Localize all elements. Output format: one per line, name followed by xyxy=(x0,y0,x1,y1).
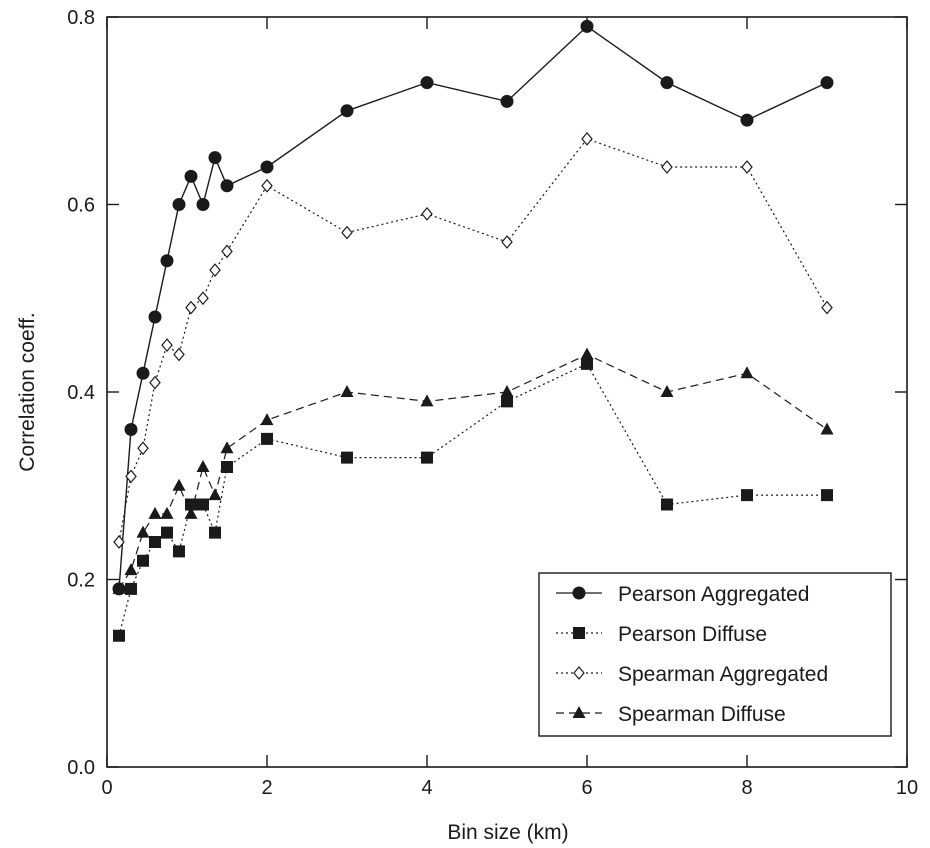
data-point-spearman-diffuse xyxy=(420,394,434,407)
x-tick-label: 8 xyxy=(741,777,752,799)
data-point-pearson-aggregated xyxy=(340,104,354,118)
data-point-pearson-aggregated xyxy=(148,310,162,324)
data-point-spearman-diffuse xyxy=(112,581,126,594)
legend-label: Pearson Aggregated xyxy=(618,583,809,606)
data-point-pearson-aggregated xyxy=(184,169,198,183)
y-tick-label: 0.8 xyxy=(67,7,95,29)
data-point-spearman-diffuse xyxy=(184,506,198,519)
data-point-spearman-aggregated xyxy=(161,338,173,353)
legend-label: Spearman Aggregated xyxy=(618,663,828,686)
y-tick-label: 0.2 xyxy=(67,570,95,592)
data-point-pearson-diffuse xyxy=(221,461,233,473)
legend-marker xyxy=(572,706,586,718)
data-point-spearman-diffuse xyxy=(124,563,138,576)
legend: Pearson Aggregated Pearson Diffuse Spearma… xyxy=(538,572,892,737)
data-point-pearson-aggregated xyxy=(208,151,222,165)
x-tick-label: 6 xyxy=(581,777,592,799)
data-point-spearman-aggregated xyxy=(421,206,433,221)
x-axis-title: Bin size (km) xyxy=(447,821,568,844)
data-point-pearson-aggregated xyxy=(160,254,174,268)
data-point-spearman-diffuse xyxy=(820,422,834,435)
x-tick-label: 0 xyxy=(101,777,112,799)
data-point-spearman-diffuse xyxy=(660,385,674,397)
data-point-spearman-aggregated xyxy=(661,160,673,174)
y-axis-title: Correlation coeff. xyxy=(16,312,39,472)
data-point-spearman-diffuse xyxy=(740,366,754,379)
data-point-pearson-aggregated xyxy=(660,76,674,90)
x-tick-label: 4 xyxy=(421,777,432,799)
data-point-spearman-diffuse xyxy=(500,385,514,397)
data-point-spearman-diffuse xyxy=(196,460,210,472)
data-point-pearson-aggregated xyxy=(136,366,150,380)
data-point-spearman-aggregated xyxy=(341,225,353,240)
series-line-spearman-aggregated xyxy=(118,138,828,543)
data-point-pearson-aggregated xyxy=(220,179,234,193)
data-point-pearson-aggregated xyxy=(500,94,514,108)
data-point-pearson-aggregated xyxy=(124,423,138,436)
data-point-pearson-diffuse xyxy=(581,357,593,370)
data-point-spearman-aggregated xyxy=(221,244,233,259)
legend-marker xyxy=(573,627,585,639)
legend-marker xyxy=(572,586,586,600)
data-point-spearman-aggregated xyxy=(261,178,273,193)
data-point-spearman-diffuse xyxy=(220,441,234,454)
legend-label: Spearman Diffuse xyxy=(618,703,786,726)
data-point-spearman-aggregated xyxy=(113,535,125,549)
data-point-pearson-diffuse xyxy=(161,526,173,539)
data-point-spearman-diffuse xyxy=(136,525,150,538)
data-point-pearson-aggregated xyxy=(820,76,834,90)
data-point-spearman-aggregated xyxy=(125,469,137,484)
data-point-pearson-diffuse xyxy=(821,489,833,502)
data-point-pearson-diffuse xyxy=(741,489,753,502)
data-point-spearman-aggregated xyxy=(209,263,221,278)
data-point-spearman-diffuse xyxy=(160,506,174,519)
data-point-spearman-aggregated xyxy=(173,347,185,362)
data-point-pearson-diffuse xyxy=(197,498,209,511)
data-point-pearson-diffuse xyxy=(209,526,221,539)
x-tick-label: 2 xyxy=(261,777,272,799)
data-point-spearman-diffuse xyxy=(148,506,162,519)
data-point-pearson-diffuse xyxy=(185,498,197,511)
data-point-spearman-aggregated xyxy=(821,300,833,315)
data-point-spearman-diffuse xyxy=(208,488,222,501)
data-point-spearman-aggregated xyxy=(137,441,149,456)
data-point-spearman-diffuse xyxy=(580,347,594,360)
legend-box xyxy=(538,572,892,737)
data-point-spearman-aggregated xyxy=(501,235,513,249)
y-tick-label: 0.4 xyxy=(67,382,95,404)
data-point-pearson-aggregated xyxy=(420,76,434,90)
y-tick-label: 0.6 xyxy=(67,195,95,217)
data-point-pearson-aggregated xyxy=(580,19,594,33)
data-point-spearman-aggregated xyxy=(197,291,209,306)
data-point-pearson-diffuse xyxy=(113,629,125,642)
data-point-pearson-diffuse xyxy=(173,545,185,558)
data-point-pearson-aggregated xyxy=(260,160,274,174)
data-point-pearson-diffuse xyxy=(149,536,161,548)
data-point-spearman-diffuse xyxy=(172,478,186,491)
series-line-pearson-diffuse xyxy=(118,363,827,636)
data-point-pearson-aggregated xyxy=(172,198,186,211)
data-point-spearman-diffuse xyxy=(340,385,354,397)
data-point-pearson-diffuse xyxy=(421,451,433,464)
data-point-spearman-aggregated xyxy=(185,300,197,315)
data-point-spearman-diffuse xyxy=(260,413,274,426)
data-point-pearson-diffuse xyxy=(125,582,137,595)
x-tick-label: 10 xyxy=(896,777,918,799)
legend-label: Pearson Diffuse xyxy=(618,623,767,646)
series-line-pearson-aggregated xyxy=(118,25,828,589)
y-tick-label: 0.0 xyxy=(67,757,95,779)
data-point-pearson-diffuse xyxy=(501,395,513,408)
data-point-pearson-diffuse xyxy=(341,451,353,464)
data-point-pearson-diffuse xyxy=(661,498,673,511)
data-point-pearson-diffuse xyxy=(261,432,273,445)
data-point-pearson-aggregated xyxy=(740,113,754,127)
data-point-spearman-aggregated xyxy=(581,131,593,146)
data-point-pearson-aggregated xyxy=(196,198,210,211)
data-point-pearson-diffuse xyxy=(137,554,149,567)
data-point-spearman-aggregated xyxy=(741,160,753,174)
data-point-spearman-aggregated xyxy=(149,375,161,390)
legend-marker xyxy=(573,666,585,680)
